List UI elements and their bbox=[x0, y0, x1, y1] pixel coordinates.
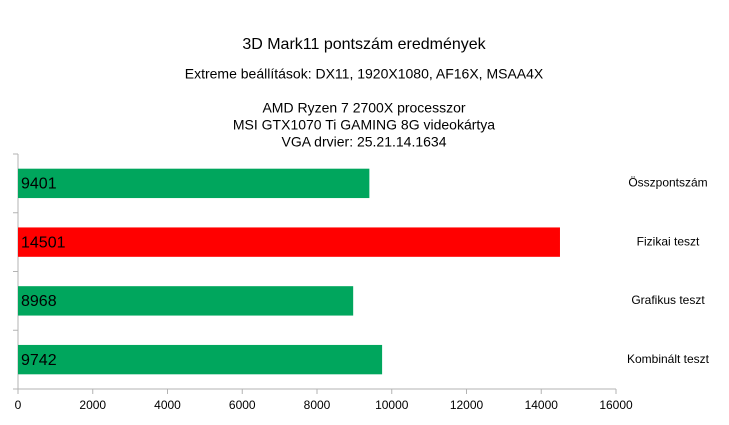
data-label: 14501 bbox=[21, 234, 66, 251]
category-label: Grafikus teszt bbox=[631, 293, 705, 307]
category-label: Kombinált teszt bbox=[627, 352, 710, 366]
chart-title: 3D Mark11 pontszám eredmények bbox=[242, 36, 486, 53]
x-tick-label: 4000 bbox=[154, 398, 181, 412]
data-label: 8968 bbox=[21, 293, 57, 310]
data-label: 9401 bbox=[21, 176, 57, 193]
x-tick-label: 8000 bbox=[304, 398, 331, 412]
chart-subtitle: MSI GTX1070 Ti GAMING 8G videokártya bbox=[233, 117, 495, 133]
bar bbox=[18, 168, 370, 199]
x-tick-label: 16000 bbox=[599, 398, 633, 412]
category-label: Fizikai teszt bbox=[637, 234, 700, 248]
bar bbox=[18, 344, 383, 375]
x-tick-label: 12000 bbox=[450, 398, 484, 412]
chart-subtitle: Extreme beállítások: DX11, 1920X1080, AF… bbox=[185, 66, 544, 82]
bar bbox=[18, 227, 560, 257]
x-tick-label: 0 bbox=[15, 398, 22, 412]
x-tick-label: 14000 bbox=[525, 398, 559, 412]
x-tick-label: 2000 bbox=[79, 398, 106, 412]
chart-subtitle: VGA drvier: 25.21.14.1634 bbox=[282, 134, 447, 150]
bar bbox=[18, 286, 354, 316]
x-tick-label: 6000 bbox=[229, 398, 256, 412]
x-tick-label: 10000 bbox=[375, 398, 409, 412]
category-label: Összpontszám bbox=[628, 176, 707, 190]
chart-subtitle: AMD Ryzen 7 2700X processzor bbox=[262, 100, 465, 116]
data-label: 9742 bbox=[21, 352, 57, 369]
